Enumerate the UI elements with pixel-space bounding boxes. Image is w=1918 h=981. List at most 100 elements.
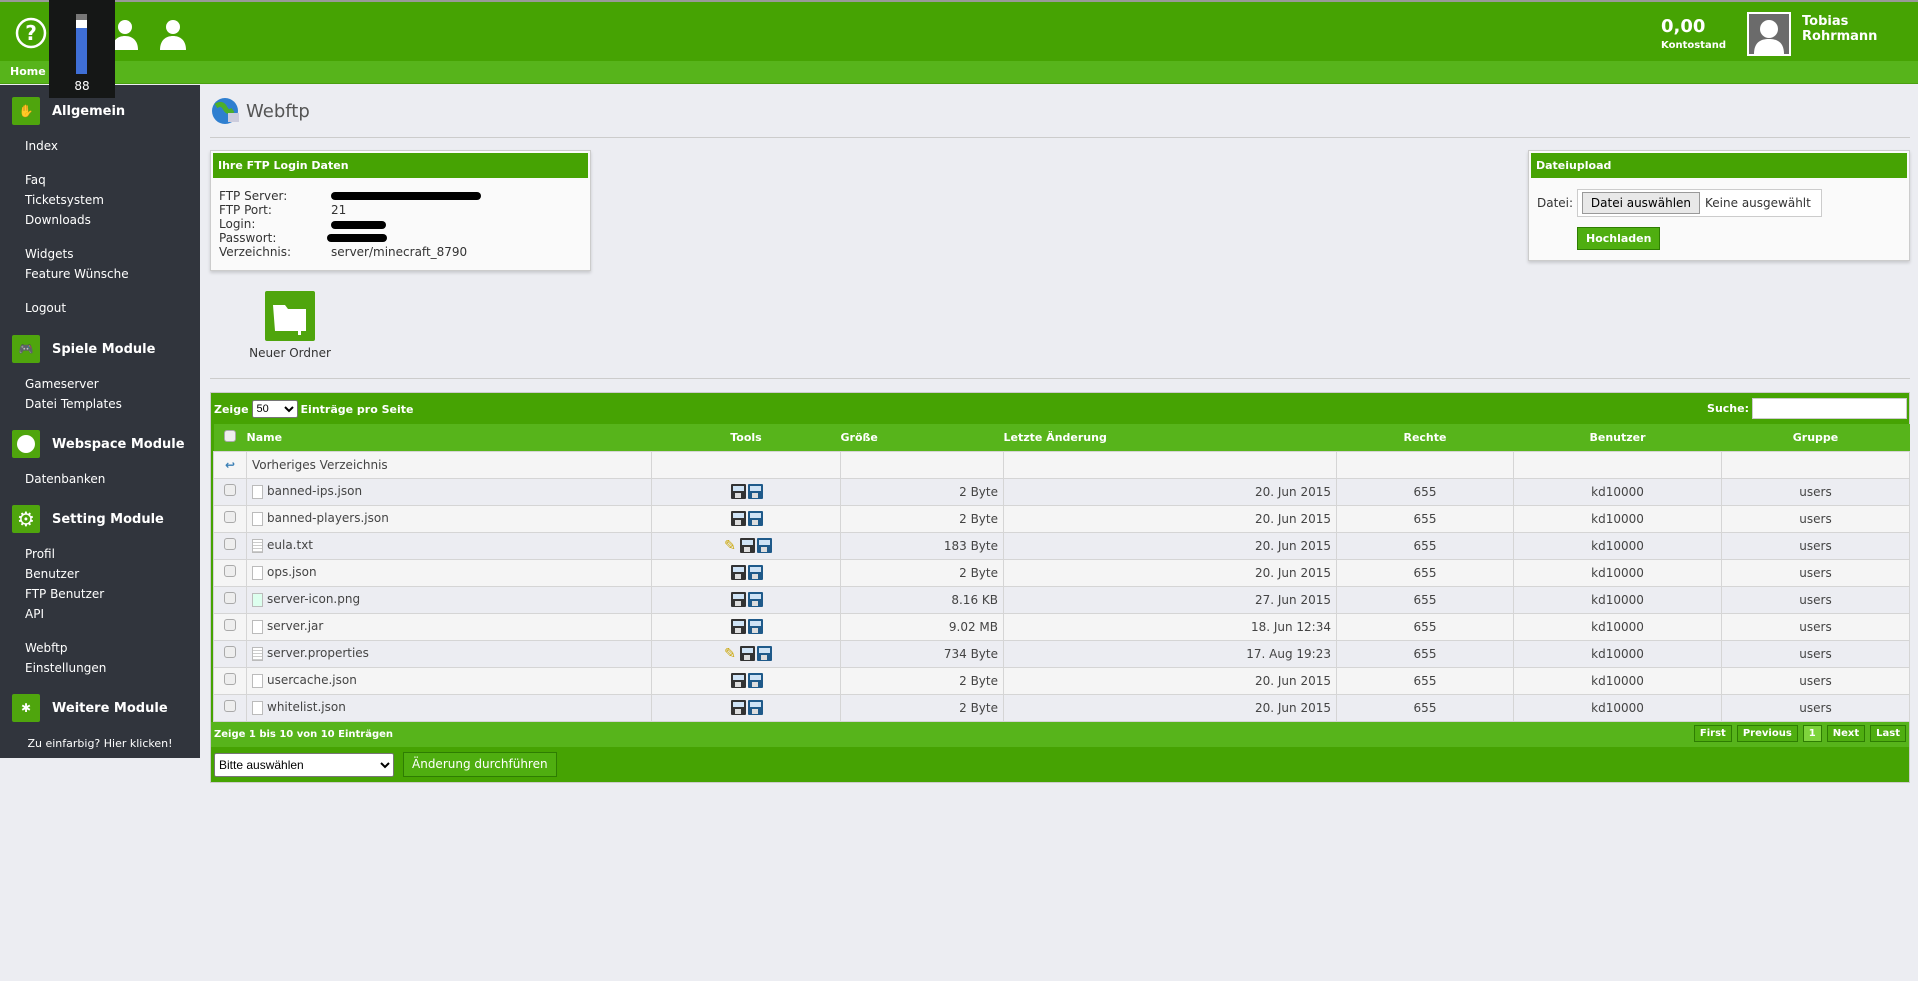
pager-next[interactable]: Next (1826, 724, 1866, 742)
table-row[interactable]: ops.json 2 Byte 20. Jun 2015 655 kd10000 user… (213, 558, 1910, 587)
row-checkbox[interactable] (224, 646, 236, 658)
rename-icon[interactable] (731, 511, 746, 526)
sidebar-section-allgemein[interactable]: ✋ Allgemein (12, 97, 125, 125)
file-name[interactable]: server.properties (267, 646, 369, 661)
edit-pencil-icon[interactable]: ✎ (724, 646, 736, 662)
pager-previous[interactable]: Previous (1736, 724, 1798, 742)
sidebar-item-faq[interactable]: Faq (25, 173, 46, 187)
table-row[interactable]: whitelist.json 2 Byte 20. Jun 2015 655 kd100… (213, 693, 1910, 722)
rename-icon[interactable] (731, 592, 746, 607)
row-checkbox[interactable] (224, 484, 236, 496)
pager-page-1[interactable]: 1 (1802, 724, 1822, 742)
bulk-action-select[interactable]: Bitte auswählen (214, 752, 394, 777)
edit-pencil-icon[interactable]: ✎ (724, 538, 736, 554)
col-group[interactable]: Gruppe (1721, 424, 1910, 451)
rename-icon[interactable] (739, 646, 755, 661)
name-cell: ops.json (246, 558, 652, 587)
sidebar-item-einstellungen[interactable]: Einstellungen (25, 661, 107, 675)
file-name[interactable]: ops.json (267, 565, 317, 580)
new-folder-label[interactable]: Neuer Ordner (249, 346, 331, 360)
download-icon[interactable] (756, 646, 772, 661)
row-checkbox[interactable] (224, 592, 236, 604)
file-input[interactable]: Datei auswählen Keine ausgewählt (1576, 189, 1822, 217)
rename-icon[interactable] (739, 538, 755, 553)
sidebar-section-spiele[interactable]: 🎮 Spiele Module (12, 335, 155, 363)
row-checkbox[interactable] (224, 511, 236, 523)
theme-hint-link[interactable]: Zu einfarbig? Hier klicken! (27, 737, 173, 750)
support-agent-icon[interactable] (108, 16, 142, 50)
download-icon[interactable] (748, 619, 763, 634)
file-name[interactable]: banned-players.json (267, 511, 389, 526)
table-row[interactable]: banned-ips.json 2 Byte 20. Jun 2015 655 kd10… (213, 477, 1910, 506)
parent-directory-link[interactable]: Vorheriges Verzeichnis (246, 450, 652, 479)
parent-directory-row[interactable]: ↩ Vorheriges Verzeichnis (213, 450, 1910, 479)
rename-icon[interactable] (731, 673, 746, 688)
rename-icon[interactable] (731, 619, 746, 634)
user-icon[interactable] (156, 16, 190, 50)
sidebar-item-webftp[interactable]: Webftp (25, 641, 68, 655)
file-name[interactable]: whitelist.json (267, 700, 346, 715)
row-checkbox[interactable] (224, 700, 236, 712)
user-name[interactable]: Tobias Rohrmann (1802, 14, 1878, 44)
avatar[interactable] (1747, 12, 1791, 56)
table-row[interactable]: server.properties ✎ 734 Byte 17. Aug 19:23 6… (213, 639, 1910, 668)
download-icon[interactable] (748, 592, 763, 607)
rename-icon[interactable] (731, 700, 746, 715)
table-row[interactable]: server-icon.png 8.16 KB 27. Jun 2015 655 kd1… (213, 585, 1910, 614)
new-folder-button[interactable] (265, 291, 315, 341)
sidebar-item-index[interactable]: Index (25, 139, 59, 153)
apply-bulk-action-button[interactable]: Änderung durchführen (403, 751, 557, 777)
choose-file-button[interactable]: Datei auswählen (1581, 192, 1701, 214)
upload-button[interactable]: Hochladen (1577, 227, 1661, 250)
sidebar-item-benutzer[interactable]: Benutzer (25, 567, 80, 581)
row-checkbox[interactable] (224, 565, 236, 577)
download-icon[interactable] (748, 700, 763, 715)
download-icon[interactable] (748, 484, 763, 499)
sidebar-section-setting[interactable]: ⚙ Setting Module (12, 505, 164, 533)
table-row[interactable]: banned-players.json 2 Byte 20. Jun 2015 655… (213, 504, 1910, 533)
sidebar-item-feature-wuensche[interactable]: Feature Wünsche (25, 267, 129, 281)
table-row[interactable]: server.jar 9.02 MB 18. Jun 12:34 655 kd10000… (213, 612, 1910, 641)
col-size[interactable]: Größe (840, 424, 1004, 451)
row-checkbox[interactable] (224, 673, 236, 685)
pager-last[interactable]: Last (1870, 724, 1906, 742)
col-permissions[interactable]: Rechte (1336, 424, 1514, 451)
sidebar-item-ftp-benutzer[interactable]: FTP Benutzer (25, 587, 105, 601)
table-row[interactable]: eula.txt ✎ 183 Byte 20. Jun 2015 655 kd10000 u… (213, 531, 1910, 560)
col-modified[interactable]: Letzte Änderung (1003, 424, 1337, 451)
table-row[interactable]: usercache.json 2 Byte 20. Jun 2015 655 kd100… (213, 666, 1910, 695)
help-icon[interactable]: ? (14, 16, 48, 50)
sidebar-item-gameserver[interactable]: Gameserver (25, 377, 99, 391)
file-name[interactable]: server-icon.png (267, 592, 361, 607)
sidebar-section-webspace[interactable]: Webspace Module (12, 430, 185, 458)
sidebar-section-weitere[interactable]: ✱ Weitere Module (12, 694, 168, 722)
rename-icon[interactable] (731, 484, 746, 499)
download-icon[interactable] (756, 538, 772, 553)
file-name[interactable]: usercache.json (267, 673, 357, 688)
rename-icon[interactable] (731, 565, 746, 580)
sidebar-item-widgets[interactable]: Widgets (25, 247, 74, 261)
sidebar-item-profil[interactable]: Profil (25, 547, 55, 561)
page-length-select[interactable]: 50 (251, 400, 298, 418)
balance-value: 0,00 (1661, 16, 1706, 37)
sidebar-item-datenbanken[interactable]: Datenbanken (25, 472, 106, 486)
col-user[interactable]: Benutzer (1513, 424, 1722, 451)
sidebar-item-datei-templates[interactable]: Datei Templates (25, 397, 122, 411)
pager-first[interactable]: First (1693, 724, 1732, 742)
sidebar-item-downloads[interactable]: Downloads (25, 213, 91, 227)
col-name[interactable]: Name (246, 424, 652, 451)
select-all-checkbox[interactable] (224, 429, 236, 442)
file-name[interactable]: banned-ips.json (267, 484, 363, 499)
download-icon[interactable] (748, 511, 763, 526)
row-checkbox[interactable] (224, 538, 236, 550)
download-icon[interactable] (748, 565, 763, 580)
download-icon[interactable] (748, 673, 763, 688)
file-name[interactable]: eula.txt (267, 538, 314, 553)
sidebar-item-logout[interactable]: Logout (25, 301, 67, 315)
row-checkbox[interactable] (224, 619, 236, 631)
nav-home[interactable]: Home (10, 65, 46, 78)
sidebar-item-api[interactable]: API (25, 607, 44, 621)
sidebar-item-ticketsystem[interactable]: Ticketsystem (25, 193, 104, 207)
file-name[interactable]: server.jar (267, 619, 324, 634)
search-input[interactable] (1752, 398, 1907, 419)
